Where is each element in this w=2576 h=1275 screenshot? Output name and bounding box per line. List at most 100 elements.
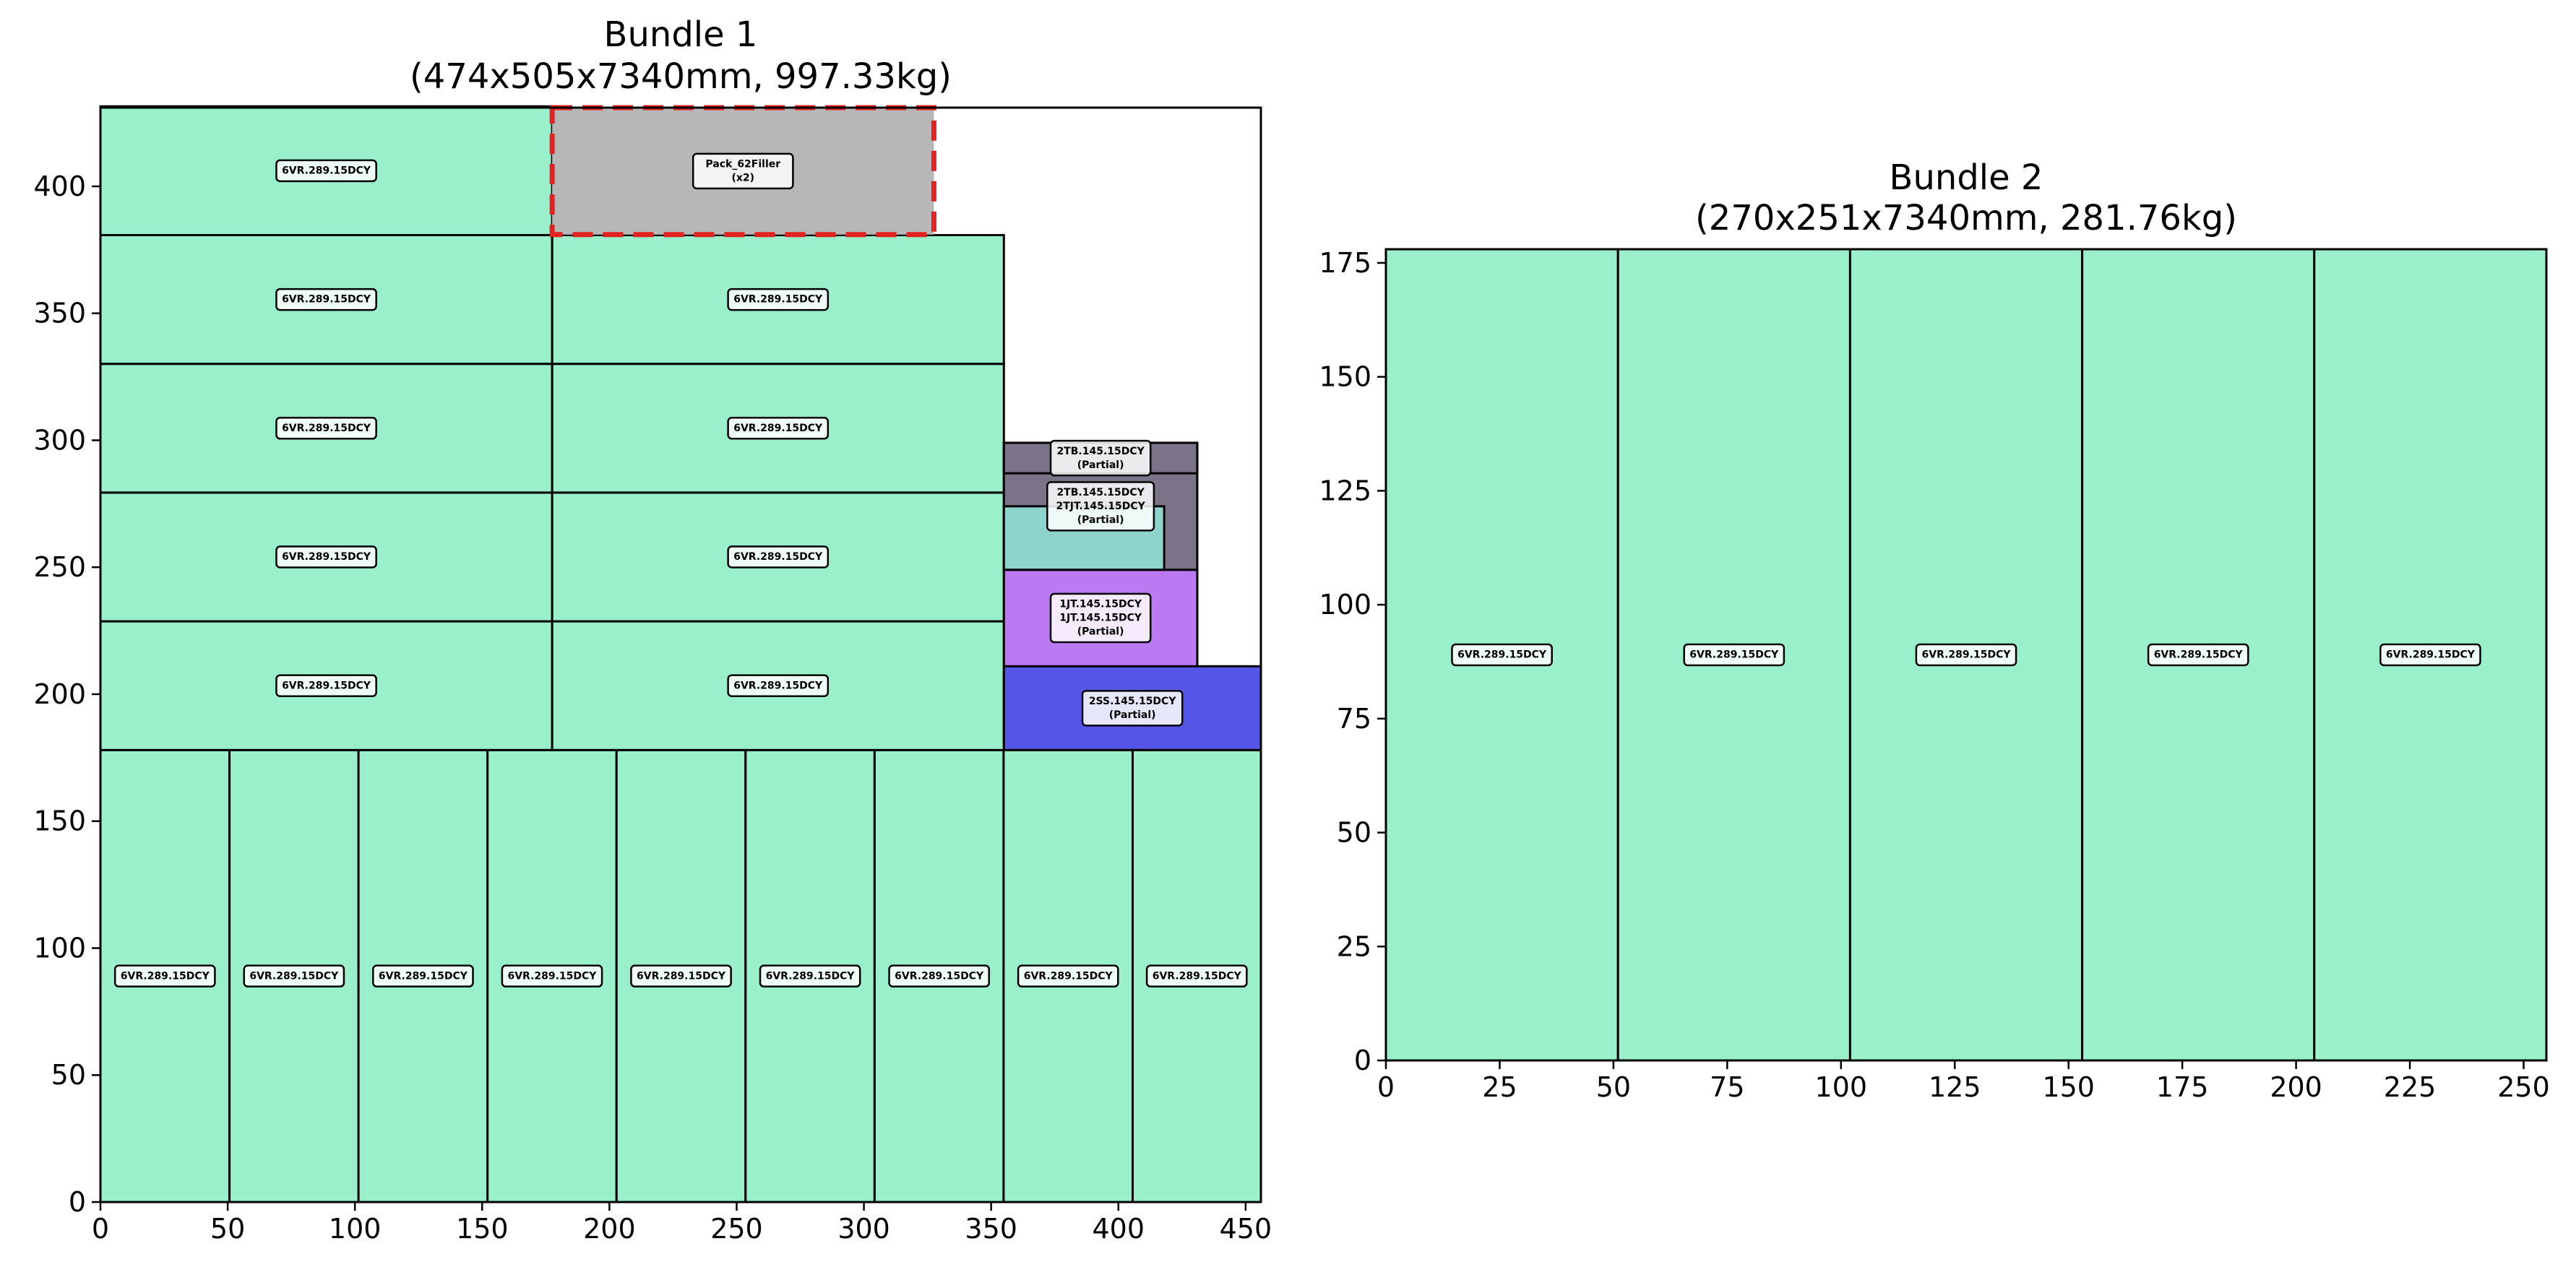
bundle-1-piece-21-label-box bbox=[1049, 439, 1152, 477]
bundle-1-piece-19-label: (Partial) bbox=[1077, 626, 1124, 638]
bundle-1-piece-9-label-box bbox=[275, 674, 377, 697]
bundle-1-piece-13-label-box bbox=[275, 417, 377, 440]
bundle-2-y-tick-label: 175 bbox=[1319, 247, 1371, 279]
bundle-1-y-tick-label: 400 bbox=[33, 170, 86, 202]
bundle-1-piece-7-label: 6VR.289.15DCY bbox=[1024, 970, 1113, 982]
bundle-1-piece-3-label: 6VR.289.15DCY bbox=[507, 970, 597, 982]
bundle-1-piece-20-label: 2TB.145.15DCY bbox=[1056, 487, 1145, 498]
bundle-1-x-tick-label: 300 bbox=[837, 1213, 890, 1245]
bundle-1-piece-9-label: 6VR.289.15DCY bbox=[282, 680, 371, 691]
bundle-2-piece-0-label-box bbox=[1451, 643, 1553, 667]
bundle-1-x-tick-label: 150 bbox=[456, 1213, 509, 1245]
bundle-1-filler bbox=[549, 105, 936, 238]
bundle-1-piece-18-label: 2SS.145.15DCY bbox=[1089, 696, 1177, 707]
bundle-2-piece-1-label-box bbox=[1683, 643, 1785, 667]
bundle-1-x-tick-label: 350 bbox=[965, 1213, 1017, 1245]
bundle-1-piece-3-label-box bbox=[501, 964, 603, 987]
bundle-1-piece-21-label: (Partial) bbox=[1077, 459, 1124, 471]
bundle-2-x-tick-label: 150 bbox=[2042, 1071, 2095, 1103]
bundle-1-piece-6-label-box bbox=[888, 964, 991, 987]
bundle-1-piece-5-label-box bbox=[759, 964, 861, 987]
bundle-1-piece-21-label: 2TB.145.15DCY bbox=[1056, 446, 1145, 457]
bundle-1-x-tick-label: 250 bbox=[710, 1213, 763, 1245]
bundle-1-piece-16-label: 6VR.289.15DCY bbox=[733, 294, 823, 306]
bundle-1-piece-19-label-box bbox=[1049, 592, 1152, 644]
bundle-1-piece-18-label: (Partial) bbox=[1109, 709, 1156, 721]
bundle-1-title: Bundle 1 bbox=[604, 14, 758, 55]
bundle-2-piece-3-label: 6VR.289.15DCY bbox=[2154, 649, 2244, 661]
bundle-1-piece-8-label-box bbox=[1145, 964, 1248, 987]
bundle-1-y-tick-label: 350 bbox=[33, 298, 86, 329]
bundle-1-piece-15-label-box bbox=[275, 288, 377, 311]
bundle-2-x-tick-label: 175 bbox=[2156, 1071, 2209, 1103]
bundle-2-x-tick-label: 0 bbox=[1377, 1071, 1395, 1103]
bundle-1-piece-18-label-box bbox=[1081, 690, 1184, 727]
bundle-1-piece-13-label: 6VR.289.15DCY bbox=[282, 423, 371, 434]
bundle-1-piece-11-label-box bbox=[275, 545, 377, 569]
bundle-1-piece-1-label-box bbox=[243, 964, 345, 987]
bundle-2-subtitle: (270x251x7340mm, 281.76kg) bbox=[1695, 198, 2237, 238]
bundle-1-piece-19-label: 1JT.145.15DCY bbox=[1059, 599, 1142, 610]
bundle-1-filler-label: Pack_62Filler bbox=[705, 159, 780, 170]
bundle-2-y-tick-label: 50 bbox=[1337, 817, 1371, 849]
bundle-1-piece-8-label: 6VR.289.15DCY bbox=[1153, 970, 1242, 982]
bundle-2-y-tick-label: 125 bbox=[1319, 475, 1371, 506]
bundle-2-piece-4-label: 6VR.289.15DCY bbox=[2386, 649, 2476, 661]
bundle-2-x-tick-label: 125 bbox=[1929, 1071, 1981, 1103]
bundle-1-y-tick-label: 50 bbox=[51, 1059, 86, 1091]
bundle-1-piece-4-label: 6VR.289.15DCY bbox=[637, 970, 726, 982]
bundle-1-y-tick-label: 300 bbox=[33, 424, 86, 456]
bundle-1-x-tick-label: 50 bbox=[210, 1213, 245, 1245]
bundle-1-x-tick-label: 200 bbox=[583, 1213, 636, 1245]
bundle-1-piece-12-label-box bbox=[727, 545, 830, 569]
bundle-1-piece-20-label: (Partial) bbox=[1077, 514, 1124, 526]
bundle-1-piece-16-label-box bbox=[727, 288, 830, 311]
bundle-1-y-tick-label: 200 bbox=[33, 678, 86, 710]
bundle-1-x-tick-label: 450 bbox=[1220, 1213, 1272, 1245]
bundle-1-piece-11-label: 6VR.289.15DCY bbox=[282, 551, 371, 563]
bundle-1-filler-label: (x2) bbox=[731, 173, 754, 184]
bundle-2-x-tick-label: 200 bbox=[2270, 1071, 2322, 1103]
bundle-1-piece-15-label: 6VR.289.15DCY bbox=[282, 294, 371, 306]
bundle-1-piece-19-label: 1JT.145.15DCY bbox=[1059, 613, 1142, 624]
bundle-1-y-tick-label: 150 bbox=[33, 805, 86, 837]
bundle-2-piece-2-label: 6VR.289.15DCY bbox=[1922, 649, 2012, 661]
bundle-1-piece-0-label: 6VR.289.15DCY bbox=[121, 970, 210, 982]
bundle-2-y-tick-label: 25 bbox=[1337, 930, 1371, 962]
bundle-2-piece-1-label: 6VR.289.15DCY bbox=[1689, 649, 1779, 661]
bundle-1-piece-4-label-box bbox=[630, 964, 732, 987]
bundle-1-x-tick-label: 0 bbox=[92, 1213, 109, 1245]
bundle-2-axes-frame bbox=[1384, 248, 2548, 1062]
bundle-2-y-tick-label: 150 bbox=[1319, 361, 1371, 393]
bundle-1-piece-0-label-box bbox=[113, 964, 216, 987]
bundle-2-x-tick-label: 75 bbox=[1710, 1071, 1744, 1103]
bundle-1-axes-frame bbox=[99, 106, 1262, 1203]
bundle-2-piece-4-label-box bbox=[2379, 643, 2481, 667]
bundle-1-y-tick-label: 250 bbox=[33, 551, 86, 583]
bundle-1-piece-12-label: 6VR.289.15DCY bbox=[733, 551, 823, 563]
bundle-1-y-tick-label: 100 bbox=[33, 932, 86, 964]
bundle-1-piece-17-label: 6VR.289.15DCY bbox=[282, 165, 371, 177]
bundle-2-piece-3-label-box bbox=[2147, 643, 2249, 667]
bundle-1-chart: Bundle 1(474x505x7340mm, 997.33kg) 6VR.28… bbox=[33, 14, 1272, 1245]
bundle-2-y-tick-label: 0 bbox=[1354, 1045, 1371, 1076]
bundle-2-x-tick-label: 100 bbox=[1815, 1071, 1868, 1103]
bundle-1-piece-20-label: 2TJT.145.15DCY bbox=[1056, 501, 1145, 512]
bundle-1-subtitle: (474x505x7340mm, 997.33kg) bbox=[410, 56, 952, 97]
bundle-2-x-tick-label: 225 bbox=[2384, 1071, 2437, 1103]
bundle-1-piece-20-label-box bbox=[1046, 481, 1155, 532]
bundle-1-x-tick-label: 400 bbox=[1093, 1213, 1145, 1245]
bundle-1-piece-7-label-box bbox=[1017, 964, 1119, 987]
bundle-1-x-tick-label: 100 bbox=[329, 1213, 382, 1245]
bundle-2-x-tick-label: 50 bbox=[1596, 1071, 1631, 1103]
bundle-2-y-tick-label: 100 bbox=[1319, 589, 1371, 621]
bundle-2-y-tick-label: 75 bbox=[1337, 703, 1371, 735]
bundle-2-x-tick-label: 25 bbox=[1482, 1071, 1517, 1103]
bundle-2-piece-2-label-box bbox=[1915, 643, 2017, 667]
bundle-1-piece-10-label-box bbox=[727, 674, 830, 697]
bundle-2-title: Bundle 2 bbox=[1890, 157, 2043, 198]
bundle-1-piece-10-label: 6VR.289.15DCY bbox=[733, 680, 823, 691]
bundle-1-piece-5-label: 6VR.289.15DCY bbox=[766, 970, 856, 982]
bundle-2-chart: Bundle 2(270x251x7340mm, 281.76kg) 6VR.28… bbox=[1319, 157, 2549, 1103]
